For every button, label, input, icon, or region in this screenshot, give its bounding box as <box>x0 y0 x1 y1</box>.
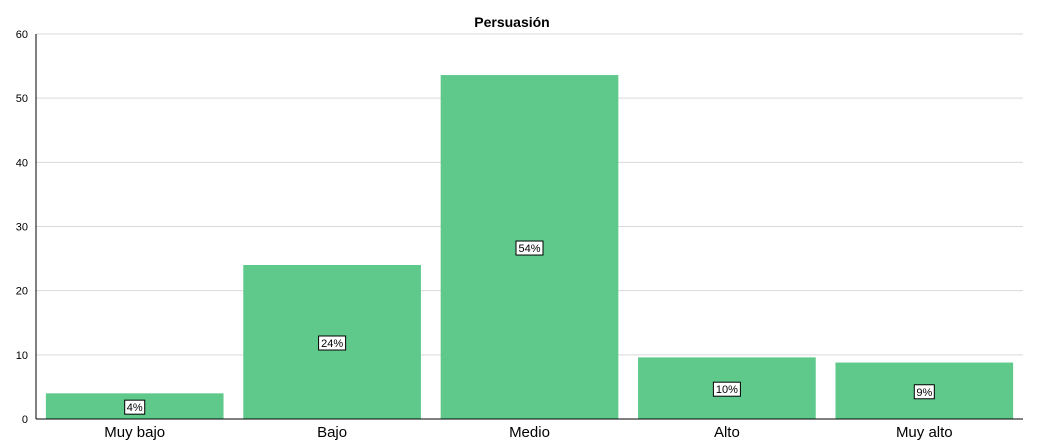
data-label: 24% <box>321 338 343 350</box>
y-tick-label: 40 <box>16 157 28 169</box>
data-label-box <box>318 335 347 351</box>
data-label: 10% <box>716 384 738 396</box>
data-label-box <box>515 240 544 256</box>
data-label-box <box>124 399 146 415</box>
axis-layer: 0 10 20 30 40 50 60 Muy bajo Bajo Medio Alto Muy al… <box>16 29 1023 441</box>
y-tick-label: 20 <box>16 286 28 298</box>
y-tick-label: 50 <box>16 93 28 105</box>
data-label: 54% <box>518 243 540 255</box>
data-label-box <box>712 381 741 397</box>
x-tick-label: Alto <box>714 424 740 441</box>
bar-layer: 4% 24% 54% 10% 9% <box>45 75 1014 420</box>
y-tick-label: 60 <box>16 29 28 41</box>
data-label-box <box>913 384 935 400</box>
y-tick-label: 0 <box>22 414 28 426</box>
y-tick-label: 10 <box>16 350 28 362</box>
x-tick-label: Muy bajo <box>104 424 165 441</box>
data-label: 4% <box>127 402 143 414</box>
x-tick-label: Muy alto <box>896 424 953 441</box>
x-tick-label: Bajo <box>317 424 347 441</box>
data-label: 9% <box>916 387 932 399</box>
chart-title: Persuasión <box>474 14 549 30</box>
y-tick-label: 30 <box>16 222 28 234</box>
x-tick-label: Medio <box>509 424 550 441</box>
